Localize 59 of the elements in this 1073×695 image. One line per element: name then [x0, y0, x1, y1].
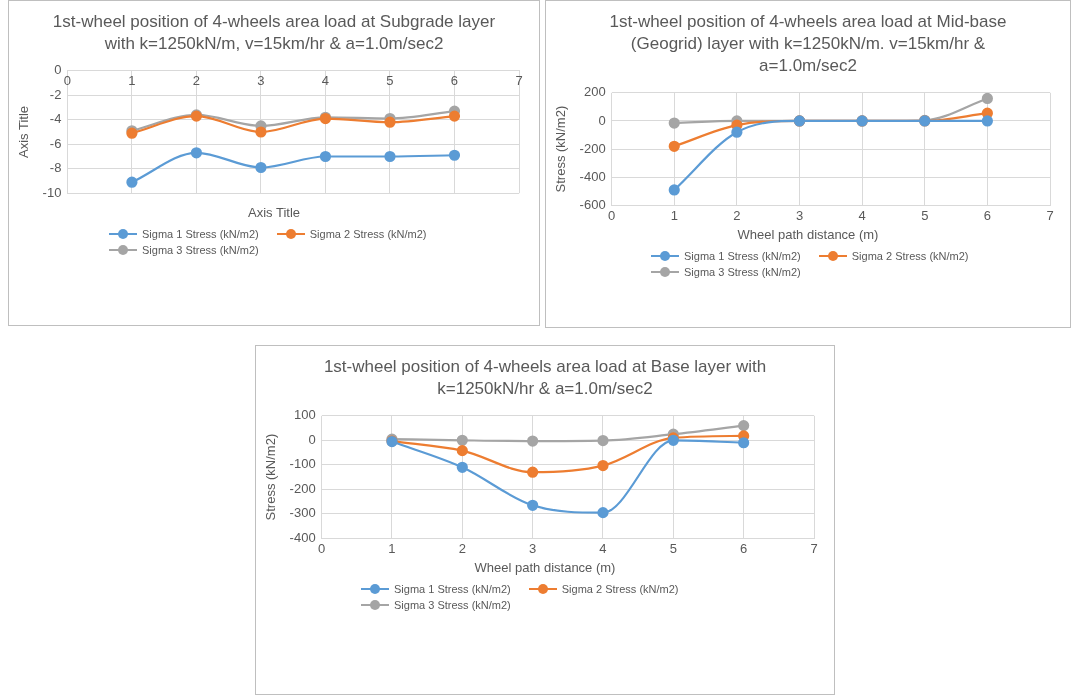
y-tick-label: 200	[583, 84, 606, 100]
y-tick-label: -600	[579, 196, 606, 212]
y-tick-label: -400	[289, 529, 316, 545]
x-tick-label: 7	[1046, 207, 1054, 223]
x-tick-label: 4	[321, 73, 330, 89]
x-tick-label: 0	[608, 207, 616, 223]
legend-label: Sigma 1 Stress (kN/m2)	[684, 250, 801, 262]
x-tick-label: 4	[858, 207, 866, 223]
legend-label: Sigma 2 Stress (kN/m2)	[309, 228, 427, 240]
y-tick-label: 0	[308, 431, 316, 447]
x-tick-label: 5	[921, 207, 929, 223]
y-tick-label: -6	[49, 135, 62, 151]
legend-label: Sigma 1 Stress (kN/m2)	[142, 228, 259, 240]
y-tick-label: 0	[54, 62, 62, 78]
y-axis-title: Axis Title	[16, 105, 32, 159]
legend-label: Sigma 3 Stress (kN/m2)	[142, 244, 259, 256]
y-tick-label: -200	[579, 140, 606, 156]
chart-title: 1st-wheel position of 4-wheels area load at Mid-base (Geogrid) layer with k=1250kN/m. v=15km/hr & a=1.0m/sec2	[608, 11, 1008, 77]
y-tick-label: 0	[598, 112, 606, 128]
x-tick-label: 3	[795, 207, 804, 223]
y-axis-title: Stress (kN/m2)	[263, 433, 279, 521]
x-tick-label: 5	[386, 73, 394, 89]
legend-label: Sigma 3 Stress (kN/m2)	[394, 599, 511, 611]
y-tick-label: -2	[49, 86, 62, 102]
x-tick-label: 2	[458, 540, 466, 556]
x-tick-label: 6	[983, 207, 991, 223]
x-tick-label: 3	[529, 540, 537, 556]
x-tick-label: 6	[740, 540, 748, 556]
x-tick-label: 6	[450, 73, 459, 89]
legend-label: Sigma 2 Stress (kN/m2)	[851, 250, 969, 262]
y-tick-label: -400	[579, 168, 606, 184]
x-tick-label: 2	[192, 73, 201, 89]
y-tick-label: -100	[289, 456, 316, 472]
y-tick-label: -300	[289, 505, 316, 521]
y-axis-title: Stress (kN/m2)	[553, 105, 569, 193]
x-tick-label: 1	[388, 540, 396, 556]
y-tick-label: -4	[49, 111, 62, 127]
x-axis-title: Axis Title	[247, 205, 301, 220]
legend-label: Sigma 2 Stress (kN/m2)	[561, 583, 679, 595]
chart-title: 1st-wheel position of 4-wheels area load at Subgrade layer with k=1250kN/m, v=15km/hr & a=1.0m/sec2	[51, 11, 497, 55]
y-tick-label: 100	[293, 407, 316, 423]
x-tick-label: 2	[733, 207, 741, 223]
y-tick-label: -10	[42, 184, 62, 200]
x-tick-label: 1	[670, 207, 678, 223]
x-tick-label: 0	[318, 540, 326, 556]
x-tick-label: 5	[669, 540, 677, 556]
chart-title: 1st-wheel position of 4-wheels area load at Base layer with k=1250kN/hr & a=1.0m/sec2	[322, 356, 768, 400]
legend-label: Sigma 1 Stress (kN/m2)	[394, 583, 511, 595]
x-axis-title: Wheel path distance (m)	[736, 227, 880, 242]
legend-label: Sigma 3 Stress (kN/m2)	[684, 266, 801, 278]
x-tick-label: 1	[128, 73, 136, 89]
x-tick-label: 7	[810, 540, 818, 556]
x-tick-label: 4	[599, 540, 607, 556]
y-tick-label: -200	[289, 480, 316, 496]
x-axis-title: Wheel path distance (m)	[473, 560, 617, 575]
y-tick-label: -8	[49, 160, 62, 176]
x-tick-label: 0	[63, 73, 72, 89]
x-tick-label: 7	[515, 73, 523, 89]
x-tick-label: 3	[257, 73, 265, 89]
